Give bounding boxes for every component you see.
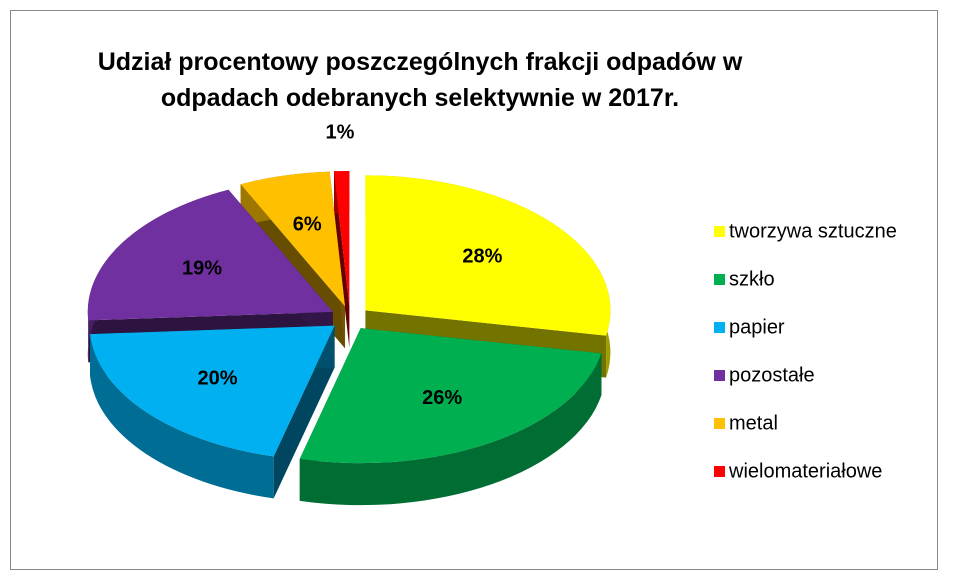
slice-top: [90, 325, 335, 457]
legend-label: tworzywa sztuczne: [729, 220, 897, 242]
pie-slice: [90, 325, 335, 499]
legend-swatch: [714, 418, 725, 429]
legend-label: pozostałe: [729, 364, 815, 386]
data-label: 28%: [462, 245, 502, 267]
legend-swatch: [714, 322, 725, 333]
legend-swatch: [714, 226, 725, 237]
slice-top: [240, 171, 346, 307]
legend-swatch: [714, 370, 725, 381]
chart-frame: [10, 10, 938, 570]
legend-label: metal: [729, 412, 778, 434]
chart-title: Udział procentowy poszczególnych frakcji…: [97, 48, 743, 112]
data-label: 1%: [326, 122, 355, 144]
legend-label: papier: [729, 316, 785, 338]
data-label: 26%: [422, 387, 462, 409]
slice-wall: [333, 171, 350, 349]
pie-slice: [333, 171, 350, 349]
slice-top: [299, 328, 602, 464]
slice-top: [87, 189, 333, 321]
slice-wall: [273, 325, 335, 499]
data-label: 19%: [182, 258, 222, 280]
slice-top: [365, 175, 611, 336]
slice-side: [90, 334, 274, 499]
legend-swatch: [714, 466, 725, 477]
legend-swatch: [714, 274, 725, 285]
pie-slice: [299, 328, 602, 506]
slice-top: [333, 171, 350, 307]
legend-label: wielomateriałowe: [728, 460, 882, 482]
data-label: 6%: [293, 214, 322, 236]
data-label: 20%: [198, 367, 238, 389]
slice-side: [299, 353, 602, 506]
legend-label: szkło: [729, 268, 775, 290]
